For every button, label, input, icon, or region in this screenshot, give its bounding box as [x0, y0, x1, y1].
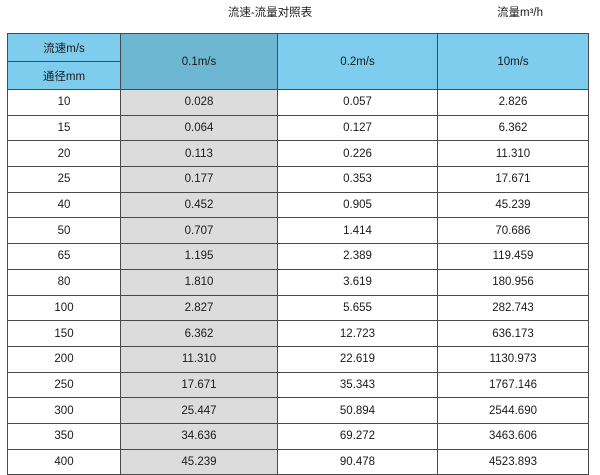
cell-v02: 0.226 — [277, 140, 438, 168]
cell-v02: 2.389 — [277, 243, 438, 270]
title-band: 流速-流量对照表 流量m³/h — [0, 0, 600, 32]
cell-v01: 0.028 — [120, 89, 278, 116]
cell-dn: 250 — [7, 371, 121, 399]
cell-v02: 50.894 — [277, 397, 438, 424]
cell-dn: 15 — [7, 114, 121, 142]
cell-v02: 90.478 — [277, 448, 438, 475]
cell-v10: 2544.690 — [437, 397, 589, 424]
cell-dn: 100 — [7, 294, 121, 322]
cell-v02: 1.414 — [277, 217, 438, 245]
cell-v01: 17.671 — [120, 371, 278, 399]
cell-dn: 65 — [7, 243, 121, 270]
table-row: 150 6.362 12.723 636.173 — [7, 320, 589, 347]
cell-v02: 0.057 — [277, 89, 438, 116]
cell-v10: 1130.973 — [437, 345, 589, 373]
header-row-top: 流速m/s 0.1m/s 0.2m/s 10m/s — [7, 33, 589, 90]
cell-v01: 34.636 — [120, 422, 278, 450]
cell-v01: 45.239 — [120, 448, 278, 475]
cell-v10: 3463.606 — [437, 422, 589, 450]
cell-dn: 200 — [7, 345, 121, 373]
flow-velocity-table: 流速m/s 0.1m/s 0.2m/s 10m/s 通径mm 10 0.028 … — [7, 33, 589, 475]
table-row: 20 0.113 0.226 11.310 — [7, 140, 589, 168]
column-header-0.1ms: 0.1m/s — [120, 33, 278, 90]
cell-dn: 40 — [7, 191, 121, 219]
table-row: 200 11.310 22.619 1130.973 — [7, 345, 589, 373]
cell-v02: 12.723 — [277, 320, 438, 347]
cell-v10: 17.671 — [437, 166, 589, 193]
cell-v10: 282.743 — [437, 294, 589, 322]
cell-v01: 6.362 — [120, 320, 278, 347]
cell-v01: 0.113 — [120, 140, 278, 168]
cell-v02: 35.343 — [277, 371, 438, 399]
cell-dn: 20 — [7, 140, 121, 168]
cell-v10: 180.956 — [437, 268, 589, 296]
cell-v10: 70.686 — [437, 217, 589, 245]
cell-v10: 11.310 — [437, 140, 589, 168]
cell-v02: 3.619 — [277, 268, 438, 296]
flow-table-container: 流速m/s 0.1m/s 0.2m/s 10m/s 通径mm 10 0.028 … — [7, 33, 589, 475]
cell-v10: 636.173 — [437, 320, 589, 347]
cell-v01: 0.452 — [120, 191, 278, 219]
column-header-0.2ms: 0.2m/s — [277, 33, 438, 90]
cell-v02: 0.353 — [277, 166, 438, 193]
cell-v10: 4523.893 — [437, 448, 589, 475]
table-body: 流速m/s 0.1m/s 0.2m/s 10m/s 通径mm 10 0.028 … — [7, 33, 589, 475]
corner-header-diameter-label: 通径mm — [7, 61, 121, 90]
table-row: 250 17.671 35.343 1767.146 — [7, 371, 589, 399]
cell-v10: 6.362 — [437, 114, 589, 142]
cell-v02: 5.655 — [277, 294, 438, 322]
cell-v01: 1.195 — [120, 243, 278, 270]
column-header-10ms: 10m/s — [437, 33, 589, 90]
cell-v10: 45.239 — [437, 191, 589, 219]
table-row: 40 0.452 0.905 45.239 — [7, 191, 589, 219]
header-row-bottom: 通径mm — [7, 61, 589, 90]
cell-dn: 400 — [7, 448, 121, 475]
flow-unit-title: 流量m³/h — [497, 7, 543, 19]
table-row: 80 1.810 3.619 180.956 — [7, 268, 589, 296]
table-row: 50 0.707 1.414 70.686 — [7, 217, 589, 245]
table-row: 300 25.447 50.894 2544.690 — [7, 397, 589, 424]
table-row: 350 34.636 69.272 3463.606 — [7, 422, 589, 450]
table-row: 25 0.177 0.353 17.671 — [7, 166, 589, 193]
cell-v02: 22.619 — [277, 345, 438, 373]
cell-v10: 2.826 — [437, 89, 589, 116]
page-title: 流速-流量对照表 — [227, 7, 313, 19]
cell-dn: 10 — [7, 89, 121, 116]
cell-dn: 300 — [7, 397, 121, 424]
cell-v01: 0.177 — [120, 166, 278, 193]
cell-dn: 80 — [7, 268, 121, 296]
cell-v02: 0.127 — [277, 114, 438, 142]
cell-dn: 150 — [7, 320, 121, 347]
cell-v10: 1767.146 — [437, 371, 589, 399]
cell-v10: 119.459 — [437, 243, 589, 270]
cell-v02: 0.905 — [277, 191, 438, 219]
cell-v01: 0.707 — [120, 217, 278, 245]
table-row: 10 0.028 0.057 2.826 — [7, 89, 589, 116]
table-row: 15 0.064 0.127 6.362 — [7, 114, 589, 142]
cell-v01: 1.810 — [120, 268, 278, 296]
cell-v01: 0.064 — [120, 114, 278, 142]
cell-v01: 2.827 — [120, 294, 278, 322]
cell-dn: 25 — [7, 166, 121, 193]
cell-v02: 69.272 — [277, 422, 438, 450]
table-row: 65 1.195 2.389 119.459 — [7, 243, 589, 270]
cell-dn: 350 — [7, 422, 121, 450]
cell-v01: 11.310 — [120, 345, 278, 373]
corner-header-velocity-label: 流速m/s — [7, 33, 121, 62]
cell-v01: 25.447 — [120, 397, 278, 424]
table-row: 100 2.827 5.655 282.743 — [7, 294, 589, 322]
table-row: 400 45.239 90.478 4523.893 — [7, 448, 589, 475]
cell-dn: 50 — [7, 217, 121, 245]
